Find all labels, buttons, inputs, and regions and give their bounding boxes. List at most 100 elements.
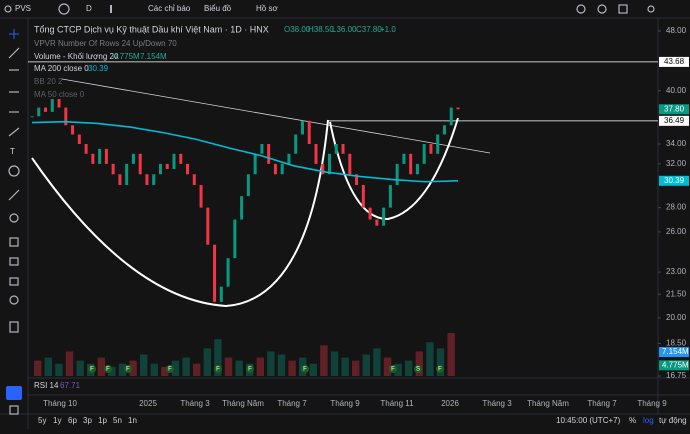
event-marker bbox=[246, 365, 254, 373]
line-tool[interactable] bbox=[8, 47, 20, 59]
price-badge-label: 36.49 bbox=[664, 116, 685, 125]
settings-icon[interactable] bbox=[597, 4, 607, 14]
indicators-button[interactable]: Các chỉ báo bbox=[148, 4, 191, 13]
volume-bar bbox=[65, 351, 74, 376]
event-marker bbox=[214, 365, 222, 373]
lock-tool[interactable] bbox=[9, 257, 19, 266]
zoom-icon[interactable] bbox=[576, 4, 586, 14]
candle bbox=[64, 107, 68, 126]
volume-bar bbox=[76, 360, 84, 376]
volume-bar bbox=[309, 363, 318, 376]
event-label: F bbox=[248, 367, 252, 373]
auto-toggle[interactable]: tự động bbox=[659, 416, 687, 425]
candle bbox=[111, 163, 115, 175]
emoji-tool[interactable] bbox=[8, 165, 20, 177]
range-button[interactable]: 1p bbox=[98, 416, 107, 425]
candle bbox=[382, 207, 386, 226]
delete-tool[interactable] bbox=[9, 321, 19, 333]
fullscreen-icon[interactable] bbox=[618, 4, 628, 14]
ruler-tool[interactable] bbox=[8, 189, 20, 201]
y-tick-label: 34.00 bbox=[666, 139, 687, 148]
range-button[interactable]: 1y bbox=[53, 416, 61, 425]
candle bbox=[152, 174, 156, 186]
x-tick-label: Tháng 10 bbox=[43, 399, 77, 408]
chart-menu[interactable]: Biểu đồ bbox=[204, 4, 232, 13]
candle bbox=[294, 134, 298, 154]
volume-bar bbox=[161, 366, 169, 376]
add-icon[interactable] bbox=[58, 3, 70, 15]
candle bbox=[368, 207, 372, 220]
range-button[interactable]: 6p bbox=[68, 416, 77, 425]
candle bbox=[219, 286, 223, 302]
volume-bar bbox=[193, 363, 201, 376]
text-tool[interactable]: T bbox=[10, 147, 15, 156]
volume-bar bbox=[362, 354, 371, 376]
x-tick-label: Tháng 7 bbox=[587, 399, 617, 408]
range-button[interactable]: 3p bbox=[83, 416, 92, 425]
candle bbox=[267, 144, 271, 164]
event-marker bbox=[436, 365, 444, 373]
candle bbox=[287, 153, 291, 164]
interval[interactable]: D bbox=[86, 4, 92, 13]
share-icon[interactable] bbox=[647, 5, 655, 13]
clock: 10:45:00 (UTC+7) bbox=[556, 416, 621, 425]
volume-bar bbox=[341, 357, 349, 376]
candle bbox=[402, 153, 406, 164]
zoom-tool[interactable] bbox=[9, 213, 19, 223]
candle bbox=[300, 120, 304, 135]
candle bbox=[199, 185, 203, 208]
percent-toggle[interactable]: % bbox=[629, 416, 636, 425]
event-label: F bbox=[303, 367, 307, 373]
y-tick-label: 28.00 bbox=[666, 203, 687, 212]
volume-bar bbox=[405, 360, 413, 376]
candle bbox=[307, 120, 311, 145]
hide-tool[interactable] bbox=[9, 295, 19, 305]
y-tick-label: 21.50 bbox=[666, 289, 687, 298]
range-button[interactable]: 5y bbox=[38, 416, 46, 425]
volume-bar bbox=[34, 360, 42, 376]
magnet-tool[interactable] bbox=[9, 237, 19, 247]
x-tick-label: 2025 bbox=[139, 399, 157, 408]
price-badge-label: 43.68 bbox=[664, 57, 685, 66]
range-button[interactable]: 5n bbox=[113, 416, 122, 425]
volume-badge-label: 4.775M bbox=[662, 360, 689, 369]
volume-badge bbox=[659, 347, 689, 358]
watchlist-button[interactable] bbox=[6, 386, 22, 400]
candle bbox=[37, 107, 41, 117]
volume-bar bbox=[320, 345, 328, 376]
candle bbox=[253, 153, 257, 175]
x-tick-label: Tháng 11 bbox=[380, 399, 414, 408]
event-label: S bbox=[416, 367, 420, 373]
event-label: F bbox=[90, 367, 94, 373]
price-badge bbox=[659, 115, 689, 126]
candle bbox=[145, 174, 149, 186]
candle bbox=[206, 207, 210, 245]
y-tick-label: 48.00 bbox=[666, 26, 687, 35]
volume-bar bbox=[97, 357, 106, 376]
lock-all-tool[interactable] bbox=[9, 277, 19, 286]
candle bbox=[118, 174, 122, 186]
trend-line bbox=[61, 78, 491, 154]
y-tick-label: 20.00 bbox=[666, 313, 687, 322]
candle bbox=[273, 163, 277, 175]
layers-button[interactable] bbox=[9, 405, 19, 415]
profile-menu[interactable]: Hồ sơ bbox=[256, 4, 278, 13]
ohlc-value: H38.50 bbox=[308, 25, 334, 34]
event-marker bbox=[414, 365, 422, 373]
symbol[interactable]: PVS bbox=[15, 4, 31, 13]
candle-icon[interactable] bbox=[110, 5, 112, 13]
candle bbox=[71, 125, 75, 135]
range-button[interactable]: 1n bbox=[128, 416, 137, 425]
candle bbox=[179, 153, 183, 164]
log-toggle[interactable]: log bbox=[643, 416, 654, 425]
volume-bar bbox=[44, 357, 53, 376]
search-icon[interactable] bbox=[4, 5, 12, 13]
event-marker bbox=[166, 365, 174, 373]
brush-tool[interactable] bbox=[8, 127, 20, 137]
candle bbox=[280, 163, 284, 175]
candle bbox=[375, 219, 379, 226]
handle-drawing bbox=[329, 117, 459, 221]
x-tick-label: Tháng 7 bbox=[277, 399, 307, 408]
volume-value: 7.154M bbox=[140, 52, 167, 61]
